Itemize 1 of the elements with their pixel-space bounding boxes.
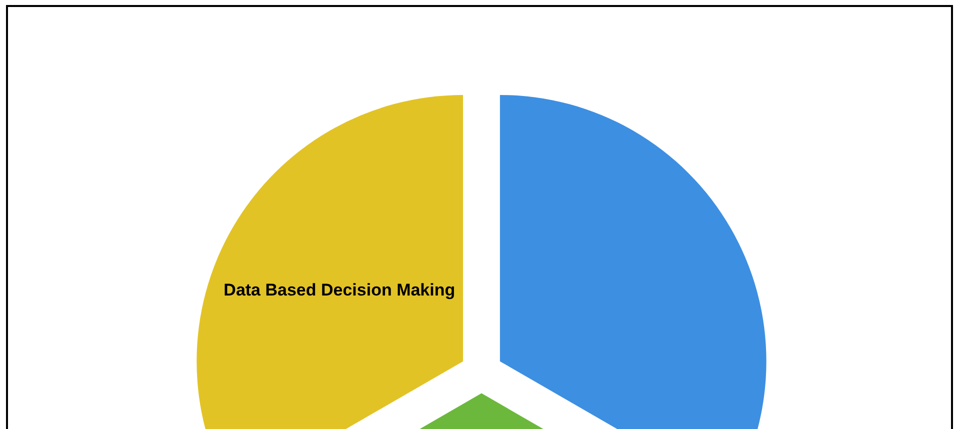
slice-label: Data Based Decision Making bbox=[224, 280, 456, 300]
